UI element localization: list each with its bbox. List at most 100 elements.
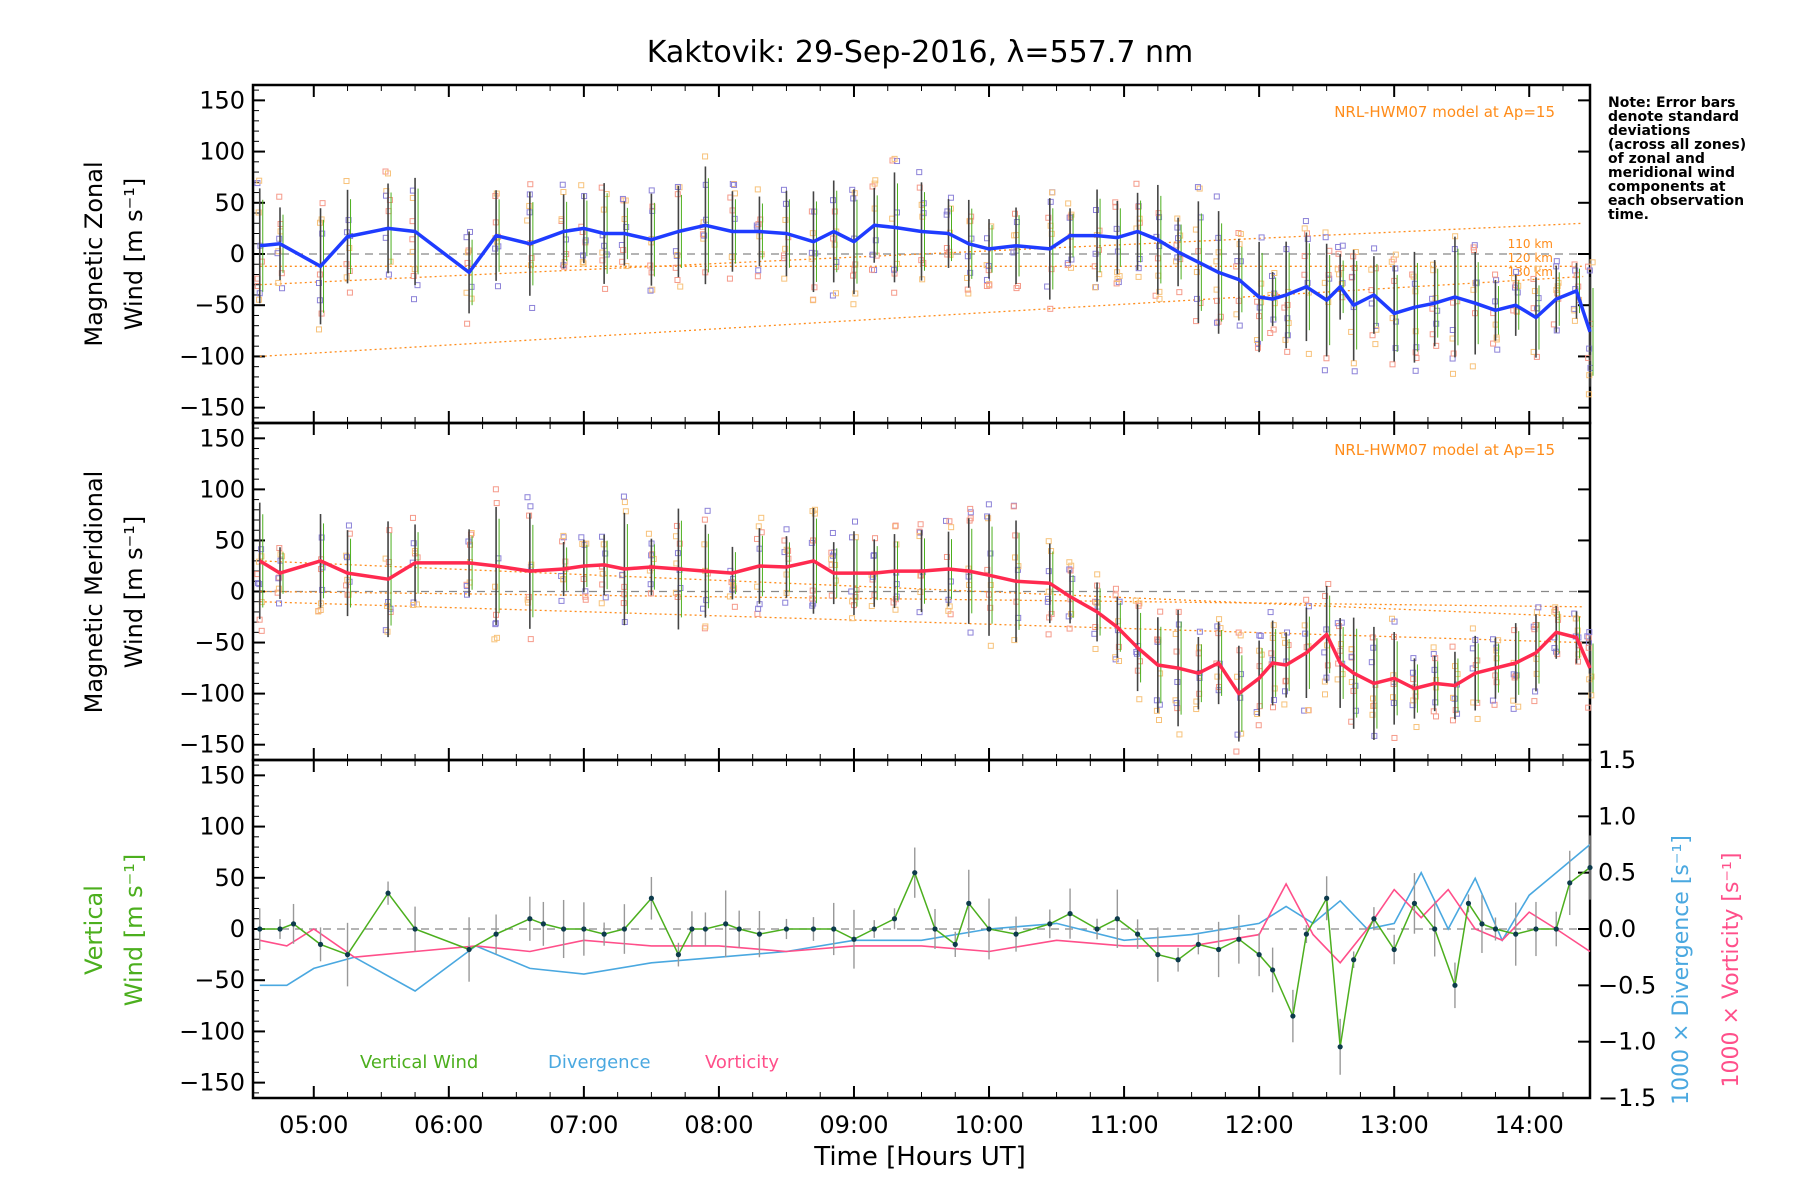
- zone-sample: [1255, 722, 1262, 729]
- zone-sample: [1282, 639, 1289, 646]
- note-line: meridional wind: [1608, 165, 1735, 181]
- zone-sample: [410, 540, 417, 547]
- zone-sample: [1156, 243, 1163, 250]
- vertical-wind-line: [259, 866, 1591, 1047]
- zone-sample: [730, 583, 737, 590]
- vertical-wind-point: [831, 926, 837, 932]
- zone-sample: [1370, 695, 1377, 702]
- chart-title: Kaktovik: 29-Sep-2016, λ=557.7 nm: [647, 35, 1193, 70]
- zone-sample: [558, 597, 565, 604]
- zone-sample: [1303, 596, 1310, 603]
- zone-sample: [492, 486, 499, 493]
- note-line: denote standard: [1608, 109, 1739, 125]
- meridional-model-label: NRL-HWM07 model at Ap=15: [1334, 441, 1555, 459]
- vertical-wind-point: [723, 921, 729, 927]
- zone-sample: [1586, 267, 1593, 274]
- zone-sample: [1449, 643, 1456, 650]
- zone-sample: [1515, 703, 1522, 710]
- zone-sample: [1584, 633, 1591, 640]
- zone-sample: [1196, 628, 1203, 635]
- zone-sample: [315, 279, 322, 286]
- zone-sample: [1305, 603, 1312, 610]
- zone-sample: [868, 266, 875, 273]
- model-height-120: 120 km: [1508, 251, 1553, 265]
- y-tick-label: 150: [199, 761, 245, 789]
- zone-sample: [917, 588, 924, 595]
- zone-sample: [916, 609, 923, 616]
- y-tick-label: −50: [194, 291, 245, 319]
- x-tick-label: 11:00: [1089, 1111, 1158, 1139]
- zone-sample: [1531, 626, 1538, 633]
- zone-sample: [1534, 265, 1541, 272]
- vertical-wind-point: [871, 926, 877, 932]
- zone-sample: [1214, 623, 1221, 630]
- zone-sample: [809, 595, 816, 602]
- zone-sample: [1136, 696, 1143, 703]
- vertical-wind-point: [317, 941, 324, 947]
- zone-sample: [1490, 340, 1497, 347]
- zone-sample: [623, 263, 630, 270]
- zone-sample: [1494, 346, 1501, 353]
- vertical-wind-point: [1533, 926, 1539, 932]
- right-tick-label: −1.5: [1598, 1084, 1656, 1112]
- zonal-wind-panel: Magnetic Zonal Wind [m s⁻¹] NRL-HWM07 mo…: [80, 83, 1596, 425]
- zone-sample: [782, 599, 789, 606]
- zone-sample: [1066, 559, 1073, 566]
- zone-sample: [1389, 315, 1396, 322]
- zone-sample: [964, 286, 971, 293]
- zone-sample: [1045, 568, 1052, 575]
- vertical-ylabel-line1: Vertical: [80, 885, 108, 975]
- vertical-wind-point: [1337, 1044, 1343, 1050]
- zone-sample: [582, 593, 589, 600]
- zone-sample: [1233, 748, 1240, 755]
- y-tick-label: 100: [199, 813, 245, 841]
- zone-sample: [1013, 285, 1020, 292]
- zone-sample: [808, 249, 815, 256]
- y-tick-label: 150: [199, 424, 245, 452]
- zone-sample: [1586, 629, 1593, 636]
- zone-sample: [1094, 571, 1101, 578]
- zone-sample: [1369, 332, 1376, 339]
- zone-sample: [1271, 290, 1278, 297]
- zone-sample: [1473, 280, 1480, 287]
- y-tick-label: −50: [194, 629, 245, 657]
- zone-sample: [673, 522, 680, 529]
- zone-sample: [674, 252, 681, 259]
- zone-sample: [1254, 344, 1261, 351]
- y-tick-label: −50: [194, 966, 245, 994]
- zone-sample: [965, 290, 972, 297]
- vertical-wind-point: [257, 926, 263, 932]
- zone-sample: [1193, 269, 1200, 276]
- x-tick-label: 13:00: [1360, 1111, 1429, 1139]
- zone-sample: [1156, 288, 1163, 295]
- y-tick-label: −150: [179, 1069, 245, 1097]
- zone-sample: [943, 517, 950, 524]
- zone-sample: [1045, 214, 1052, 221]
- zone-sample: [621, 499, 628, 506]
- zone-sample: [1589, 259, 1596, 266]
- vertical-wind-point: [1013, 931, 1019, 937]
- vertical-wind-point: [1452, 982, 1458, 988]
- zone-sample: [1430, 708, 1437, 715]
- zone-sample: [599, 570, 606, 577]
- vertical-wind-point: [648, 895, 654, 901]
- zone-sample: [409, 514, 416, 521]
- vertical-wind-point: [1553, 926, 1559, 932]
- vertical-wind-point: [912, 870, 918, 876]
- zone-sample: [947, 194, 954, 201]
- zone-sample: [701, 516, 708, 523]
- zone-sample: [985, 515, 992, 522]
- zone-sample: [255, 209, 262, 216]
- zonal-mean-line: [259, 223, 1592, 333]
- zone-sample: [829, 529, 836, 536]
- zone-sample: [1305, 350, 1312, 357]
- legend-vertical-wind: Vertical Wind: [360, 1052, 478, 1073]
- zone-sample: [1194, 184, 1201, 191]
- vertical-wind-point: [581, 926, 587, 932]
- zone-sample: [648, 187, 655, 194]
- zone-sample: [1301, 622, 1308, 629]
- zone-sample: [493, 634, 500, 641]
- zonal-ylabel-line1: Magnetic Zonal: [80, 161, 108, 346]
- zone-sample: [892, 523, 899, 530]
- zone-sample: [1114, 276, 1121, 283]
